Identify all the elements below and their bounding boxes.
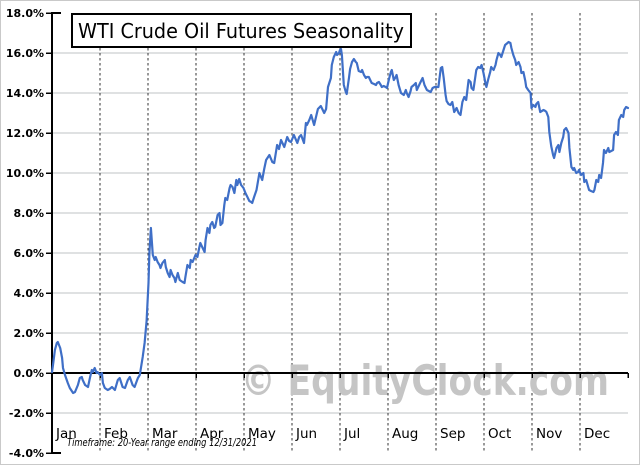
y-label-0.0%: 0.0% bbox=[13, 367, 44, 380]
equityclock-watermark: © EquityClock.com bbox=[241, 356, 609, 405]
month-label-Apr: Apr bbox=[200, 426, 224, 442]
month-boundary-dashed-lines bbox=[99, 13, 581, 453]
month-label-Jul: Jul bbox=[343, 426, 360, 442]
month-label-Oct: Oct bbox=[488, 426, 511, 442]
month-label-Aug: Aug bbox=[392, 426, 418, 442]
y-axis-labels: 18.0% 16.0% 14.0% 12.0% 10.0% 8.0% 6.0% 4.0% 2.0… bbox=[6, 7, 44, 460]
y-label--2.0%: -2.0% bbox=[9, 407, 44, 420]
month-label-Feb: Feb bbox=[104, 426, 128, 442]
y-label-2.0%: 2.0% bbox=[13, 327, 44, 340]
month-label-Jan: Jan bbox=[55, 426, 77, 442]
month-labels: Jan Feb Mar Apr May Jun Jul Aug Sep Oct Nov Dec bbox=[55, 426, 610, 442]
y-axis-line bbox=[51, 12, 61, 454]
y-label-10.0%: 10.0% bbox=[6, 167, 44, 180]
title-box: WTI Crude Oil Futures Seasonality bbox=[71, 13, 412, 48]
chart-title: WTI Crude Oil Futures Seasonality bbox=[78, 19, 404, 43]
seasonality-line bbox=[50, 40, 630, 395]
title-box-border bbox=[71, 13, 412, 48]
y-label-4.0%: 4.0% bbox=[13, 287, 44, 300]
series-WTI Crude Oil Futures 20-year seasonality bbox=[50, 40, 630, 395]
month-label-Jun: Jun bbox=[295, 426, 317, 442]
y-label-6.0%: 6.0% bbox=[13, 247, 44, 260]
month-label-Dec: Dec bbox=[584, 426, 610, 442]
month-label-May: May bbox=[248, 426, 276, 442]
timeframe-footnote: Timeframe: 20-Year range ending 12/31/20… bbox=[67, 437, 257, 449]
month-label-Mar: Mar bbox=[152, 426, 178, 442]
month-label-Nov: Nov bbox=[536, 426, 562, 442]
y-axis bbox=[46, 12, 61, 454]
month-label-Sep: Sep bbox=[440, 426, 465, 442]
y-label-8.0%: 8.0% bbox=[13, 207, 44, 220]
y-label--4.0%: -4.0% bbox=[9, 447, 44, 460]
y-label-14.0%: 14.0% bbox=[6, 87, 44, 100]
y-label-16.0%: 16.0% bbox=[6, 47, 44, 60]
y-label-12.0%: 12.0% bbox=[6, 127, 44, 140]
y-label-18.0%: 18.0% bbox=[6, 7, 44, 20]
